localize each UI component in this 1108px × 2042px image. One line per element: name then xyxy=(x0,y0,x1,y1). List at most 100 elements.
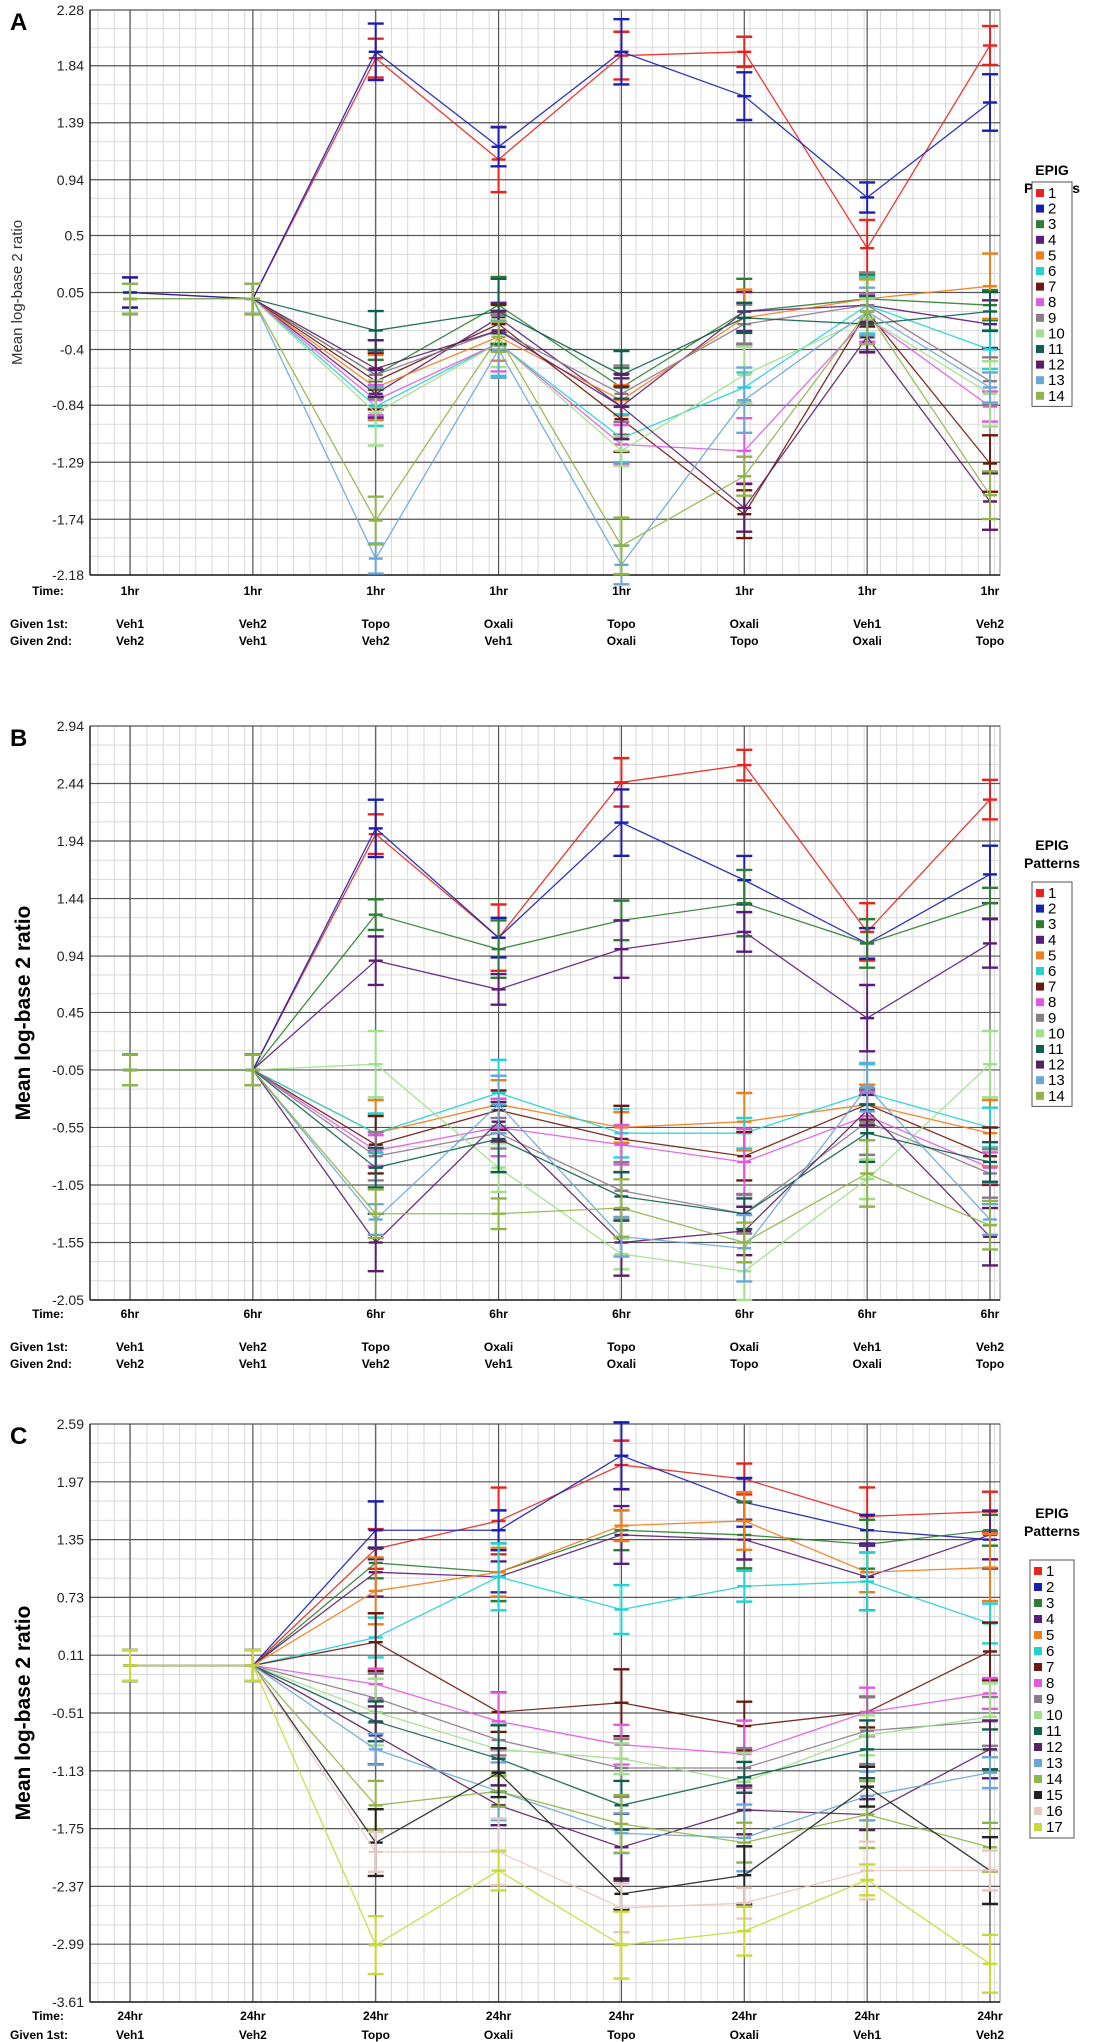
series-line-14 xyxy=(130,1664,991,1848)
y-tick-label: -2.37 xyxy=(52,1878,84,1894)
error-bar xyxy=(736,71,753,122)
legend-swatch xyxy=(1036,204,1044,213)
error-bar xyxy=(367,1830,384,1874)
y-tick-label: -1.13 xyxy=(52,1763,84,1779)
legend-swatch xyxy=(1034,1663,1042,1671)
legend-item: 7 xyxy=(1036,979,1056,996)
legend-item: 4 xyxy=(1036,232,1056,249)
y-tick-label: 0.94 xyxy=(57,948,84,964)
legend-item: 15 xyxy=(1034,1787,1063,1804)
legend-swatch xyxy=(1036,1060,1044,1069)
error-bar xyxy=(613,1793,630,1855)
time-tick-label: 24hr xyxy=(977,2009,1003,2023)
legend-item: 8 xyxy=(1036,994,1056,1011)
error-bar xyxy=(982,1029,998,1099)
given-second-value: Oxali xyxy=(852,1357,881,1371)
given-first-value: Topo xyxy=(607,2028,635,2042)
error-bar xyxy=(859,181,876,214)
error-bar xyxy=(982,371,998,404)
legend-swatch xyxy=(1034,1599,1042,1607)
y-tick-label: 2.59 xyxy=(57,1416,84,1432)
error-bar xyxy=(613,1509,630,1543)
y-tick-label: 0.05 xyxy=(57,285,84,301)
legend-label: 5 xyxy=(1048,947,1056,964)
error-bar xyxy=(367,1612,384,1673)
error-bar xyxy=(982,1849,998,1892)
series-line-15 xyxy=(130,1664,991,1895)
error-bar xyxy=(367,898,384,932)
legend-label: 11 xyxy=(1046,1723,1062,1740)
legend-swatch xyxy=(1036,298,1044,307)
error-bar xyxy=(736,748,753,782)
error-bar xyxy=(859,1765,876,1808)
legend-swatch xyxy=(1036,345,1044,353)
legend-swatch xyxy=(1036,1013,1044,1022)
error-bar xyxy=(736,1905,753,1957)
error-bar xyxy=(982,778,998,821)
y-tick-label: -0.05 xyxy=(52,1062,84,1078)
legend-swatch xyxy=(1036,376,1044,385)
legend-swatch xyxy=(1034,1823,1042,1831)
error-bar xyxy=(736,910,753,953)
legend-label: 5 xyxy=(1046,1627,1054,1644)
error-bar xyxy=(490,126,507,168)
given-first-value: Oxali xyxy=(484,617,513,631)
time-tick-label: 6hr xyxy=(858,1307,877,1321)
legend-item: 14 xyxy=(1036,1088,1065,1105)
legend-label: 11 xyxy=(1048,1041,1064,1058)
legend-label: 1 xyxy=(1046,1563,1054,1580)
error-bar xyxy=(859,1551,876,1612)
error-bar xyxy=(490,320,507,354)
given-first-value: Topo xyxy=(361,2028,389,2042)
legend-item: 11 xyxy=(1036,341,1064,358)
error-bar xyxy=(490,1849,507,1892)
legend-swatch xyxy=(1036,1045,1044,1053)
legend-label: 6 xyxy=(1046,1643,1054,1660)
time-tick-label: 1hr xyxy=(735,584,754,598)
given-first-value: Veh1 xyxy=(116,2028,144,2042)
legend-item: 12 xyxy=(1034,1739,1063,1756)
series-line-9 xyxy=(130,298,991,395)
time-tick-label: 6hr xyxy=(735,1307,754,1321)
error-bar xyxy=(122,1053,138,1087)
y-tick-label: 0.45 xyxy=(57,1004,84,1020)
y-tick-label: -0.51 xyxy=(52,1705,84,1721)
legend-label: 7 xyxy=(1048,279,1056,296)
legend-item: 2 xyxy=(1034,1579,1054,1596)
legend-item: 9 xyxy=(1034,1691,1054,1708)
legend-swatch xyxy=(1034,1759,1042,1767)
y-tick-label: -0.4 xyxy=(60,342,84,358)
series-line-8 xyxy=(130,1069,991,1169)
series-group xyxy=(122,1421,998,1994)
error-bar xyxy=(244,282,261,316)
error-bar xyxy=(490,1542,507,1612)
given-second-value: Topo xyxy=(976,634,1004,648)
y-tick-label: 1.84 xyxy=(57,58,84,74)
legend-swatch xyxy=(1034,1743,1042,1751)
error-bar xyxy=(982,1756,998,1790)
error-bar xyxy=(736,455,753,497)
given-second-label: Given 2nd: xyxy=(10,634,72,648)
series-line-3 xyxy=(130,1529,991,1667)
legend-item: 1 xyxy=(1036,885,1056,902)
legend-swatch xyxy=(1036,967,1044,975)
given-first-value: Veh1 xyxy=(853,2028,881,2042)
series-line-11 xyxy=(130,298,991,376)
legend-item: 10 xyxy=(1036,325,1065,342)
legend-swatch xyxy=(1036,1091,1044,1100)
y-tick-label: -2.99 xyxy=(52,1936,84,1952)
legend-label: 12 xyxy=(1048,1057,1065,1074)
panel-a: 2.28 1.84 1.39 0.94 0.5 0.05 -0.4 -0.84 -1.29 -1.… xyxy=(9,2,1080,648)
error-bar xyxy=(244,1053,261,1087)
series-line-4 xyxy=(130,931,991,1071)
series-line-4 xyxy=(130,1534,991,1667)
legend-item: 7 xyxy=(1036,279,1056,296)
legend-item: 3 xyxy=(1036,916,1056,933)
series-line-10 xyxy=(130,298,991,452)
error-bar xyxy=(982,1140,998,1183)
legend-swatch xyxy=(1034,1727,1042,1735)
panel-letter: C xyxy=(10,1423,27,1450)
given-first-value: Veh2 xyxy=(976,617,1004,631)
